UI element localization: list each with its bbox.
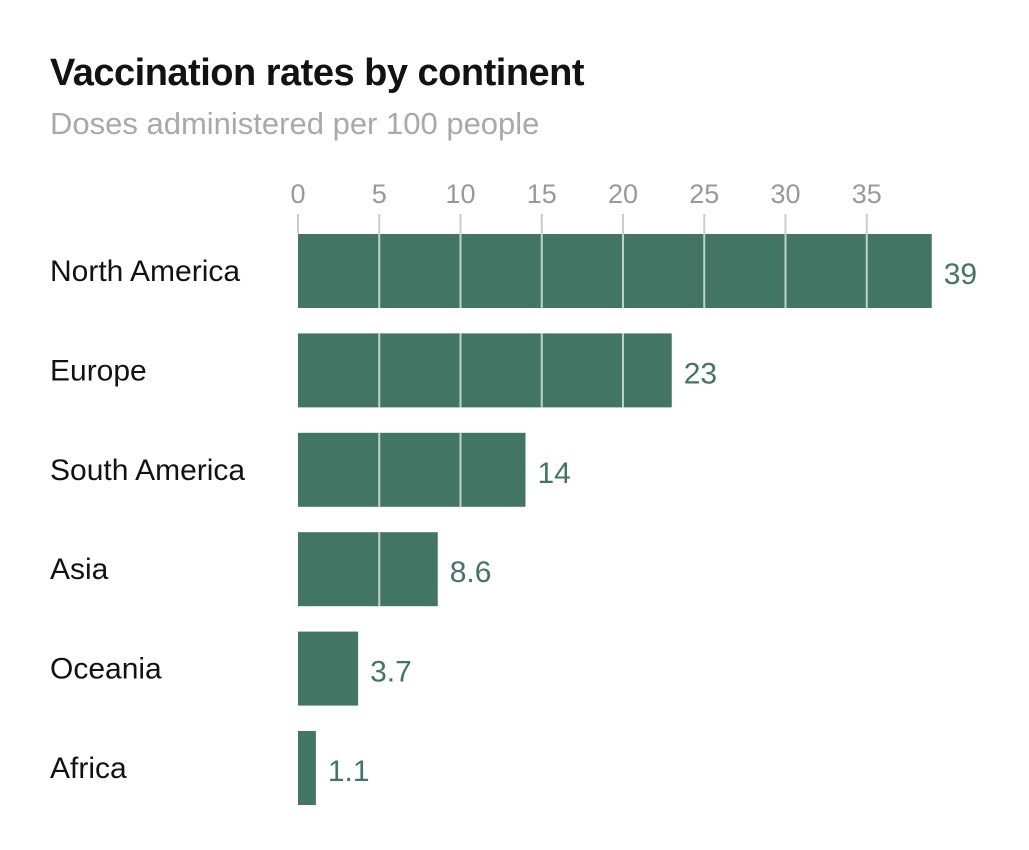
category-label: Europe (50, 354, 147, 387)
value-label: 23 (684, 357, 717, 390)
value-label: 8.6 (450, 556, 492, 589)
value-label: 3.7 (370, 656, 412, 689)
value-label: 1.1 (328, 755, 370, 788)
bars (298, 234, 932, 805)
bar (298, 234, 932, 308)
labels: North America 39 Europe 23 South America 14 As… (50, 255, 977, 788)
bar (298, 631, 359, 706)
category-label: Oceania (50, 653, 162, 686)
category-label: Asia (50, 553, 109, 586)
bar (298, 432, 526, 507)
x-tick-label: 30 (770, 179, 800, 209)
x-tick-label: 20 (608, 179, 638, 209)
bar (298, 333, 672, 408)
value-label: 39 (944, 258, 977, 291)
x-tick-label: 25 (689, 179, 719, 209)
value-label: 14 (538, 457, 571, 490)
chart-title: Vaccination rates by continent (50, 52, 585, 94)
chart-subtitle: Doses administered per 100 people (50, 106, 540, 141)
x-tick-label: 35 (852, 179, 882, 209)
category-label: North America (50, 255, 240, 288)
x-axis-ticks: 0 5 10 15 20 25 30 35 (290, 179, 882, 234)
x-tick-label: 10 (445, 179, 475, 209)
gridlines (378, 234, 868, 607)
bar (298, 532, 438, 607)
x-tick-label: 15 (527, 179, 557, 209)
bar (298, 731, 316, 805)
x-tick-label: 5 (372, 179, 387, 209)
x-tick-label: 0 (290, 179, 305, 209)
category-label: South America (50, 454, 245, 487)
category-label: Africa (50, 752, 127, 785)
